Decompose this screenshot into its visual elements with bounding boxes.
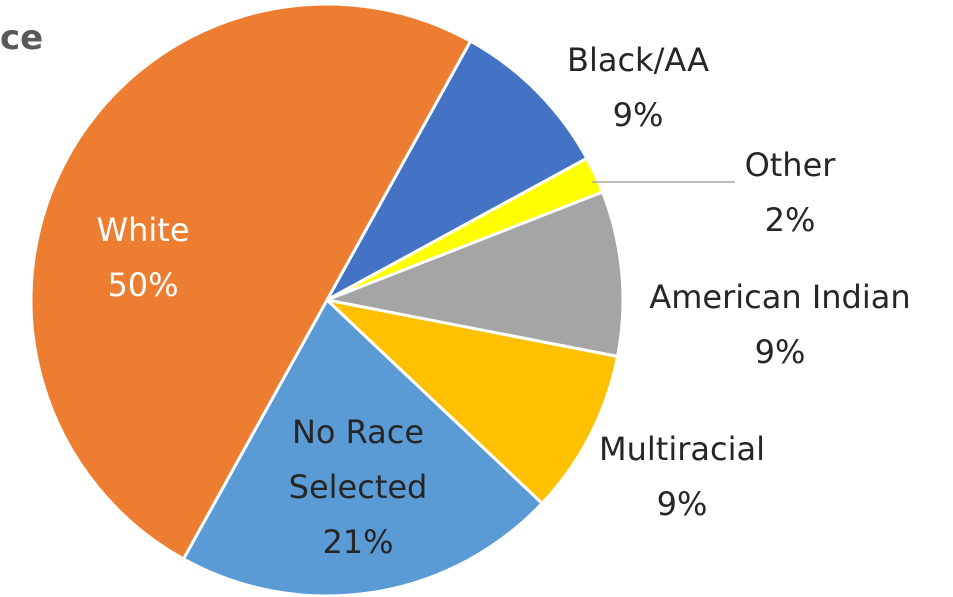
pie-slice <box>321 190 625 359</box>
category-label: Multiracial <box>599 430 765 468</box>
pie-slice <box>181 297 545 597</box>
value-label: 9% <box>754 333 806 371</box>
slice-label: Other 2% <box>690 138 890 248</box>
value-label: 2% <box>764 201 816 239</box>
slice-label: Multiracial 9% <box>562 422 802 532</box>
category-label: White <box>96 211 190 249</box>
slice-label: No Race Selected 21% <box>263 405 453 570</box>
value-label: 50% <box>107 266 179 304</box>
slice-label: Black/AA 9% <box>508 33 768 143</box>
pie-slice <box>323 39 589 304</box>
chart-title: ce <box>0 18 44 58</box>
category-label: Other <box>744 146 836 184</box>
slice-label: American Indian 9% <box>620 270 940 380</box>
value-label: 21% <box>322 523 394 561</box>
category-label: American Indian <box>649 278 911 316</box>
category-label: Black/AA <box>566 41 710 79</box>
pie-slice <box>29 2 473 561</box>
slice-label: White 50% <box>43 203 243 313</box>
value-label: 9% <box>656 485 708 523</box>
value-label: 9% <box>612 96 664 134</box>
category-label: No Race Selected <box>288 413 428 506</box>
pie-slice <box>322 297 620 506</box>
